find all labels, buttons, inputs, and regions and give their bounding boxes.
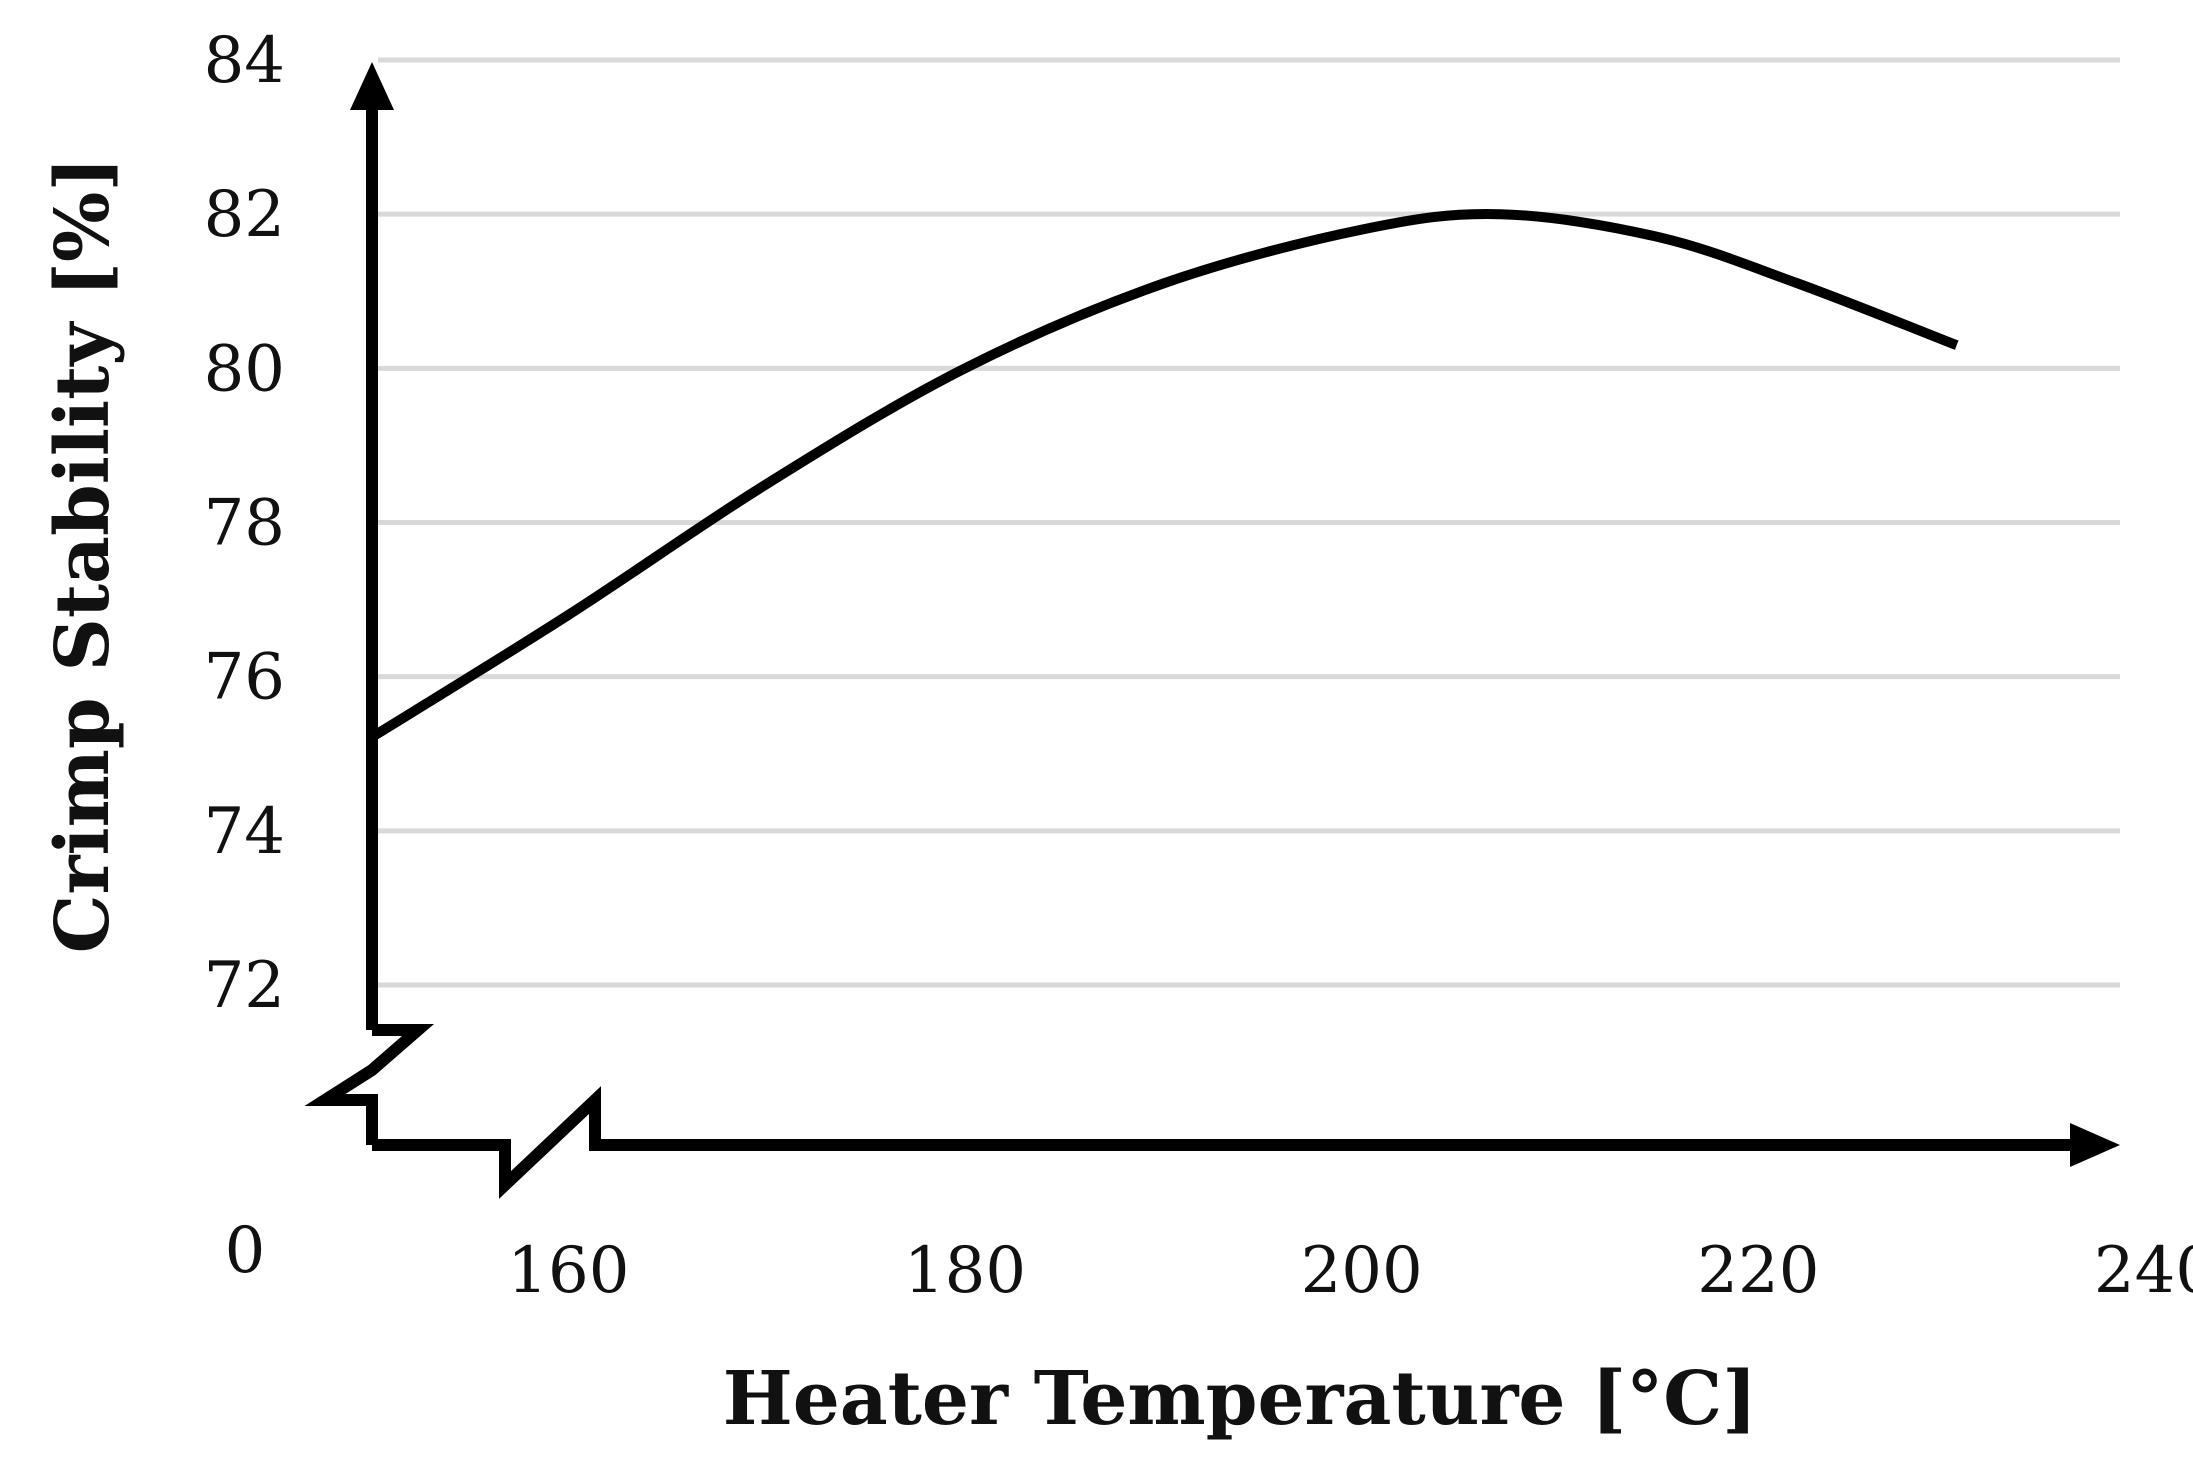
x-axis-zero-label: 0 [225,1214,266,1288]
x-tick-label-180: 180 [904,1234,1026,1308]
x-tick-label-160: 160 [507,1234,629,1308]
x-axis-line [372,1086,2075,1199]
x-tick-label-220: 220 [1697,1234,1819,1308]
x-tick-labels: 160 180 200 220 240 [507,1234,2193,1308]
series-line [367,209,1959,743]
y-tick-label-80: 80 [204,332,285,406]
y-tick-label-82: 82 [204,178,285,252]
gridlines [378,57,2120,988]
x-tick-label-240: 240 [2094,1234,2193,1308]
y-axis-arrowhead [350,62,394,110]
y-tick-label-84: 84 [204,24,285,98]
y-tick-label-78: 78 [204,487,285,561]
y-tick-label-72: 72 [204,949,285,1023]
y-tick-label-76: 76 [204,641,285,715]
x-tick-label-200: 200 [1301,1234,1423,1308]
y-axis-title: Crimp Stability [%] [40,157,126,954]
y-tick-label-74: 74 [204,795,285,869]
y-axis-break-mark [304,1024,435,1145]
x-axis-title: Heater Temperature [°C] [723,1356,1757,1442]
y-tick-labels: 72 74 76 78 80 82 84 [204,24,285,1023]
x-axis-arrowhead [2070,1123,2120,1167]
axes [304,62,2120,1199]
